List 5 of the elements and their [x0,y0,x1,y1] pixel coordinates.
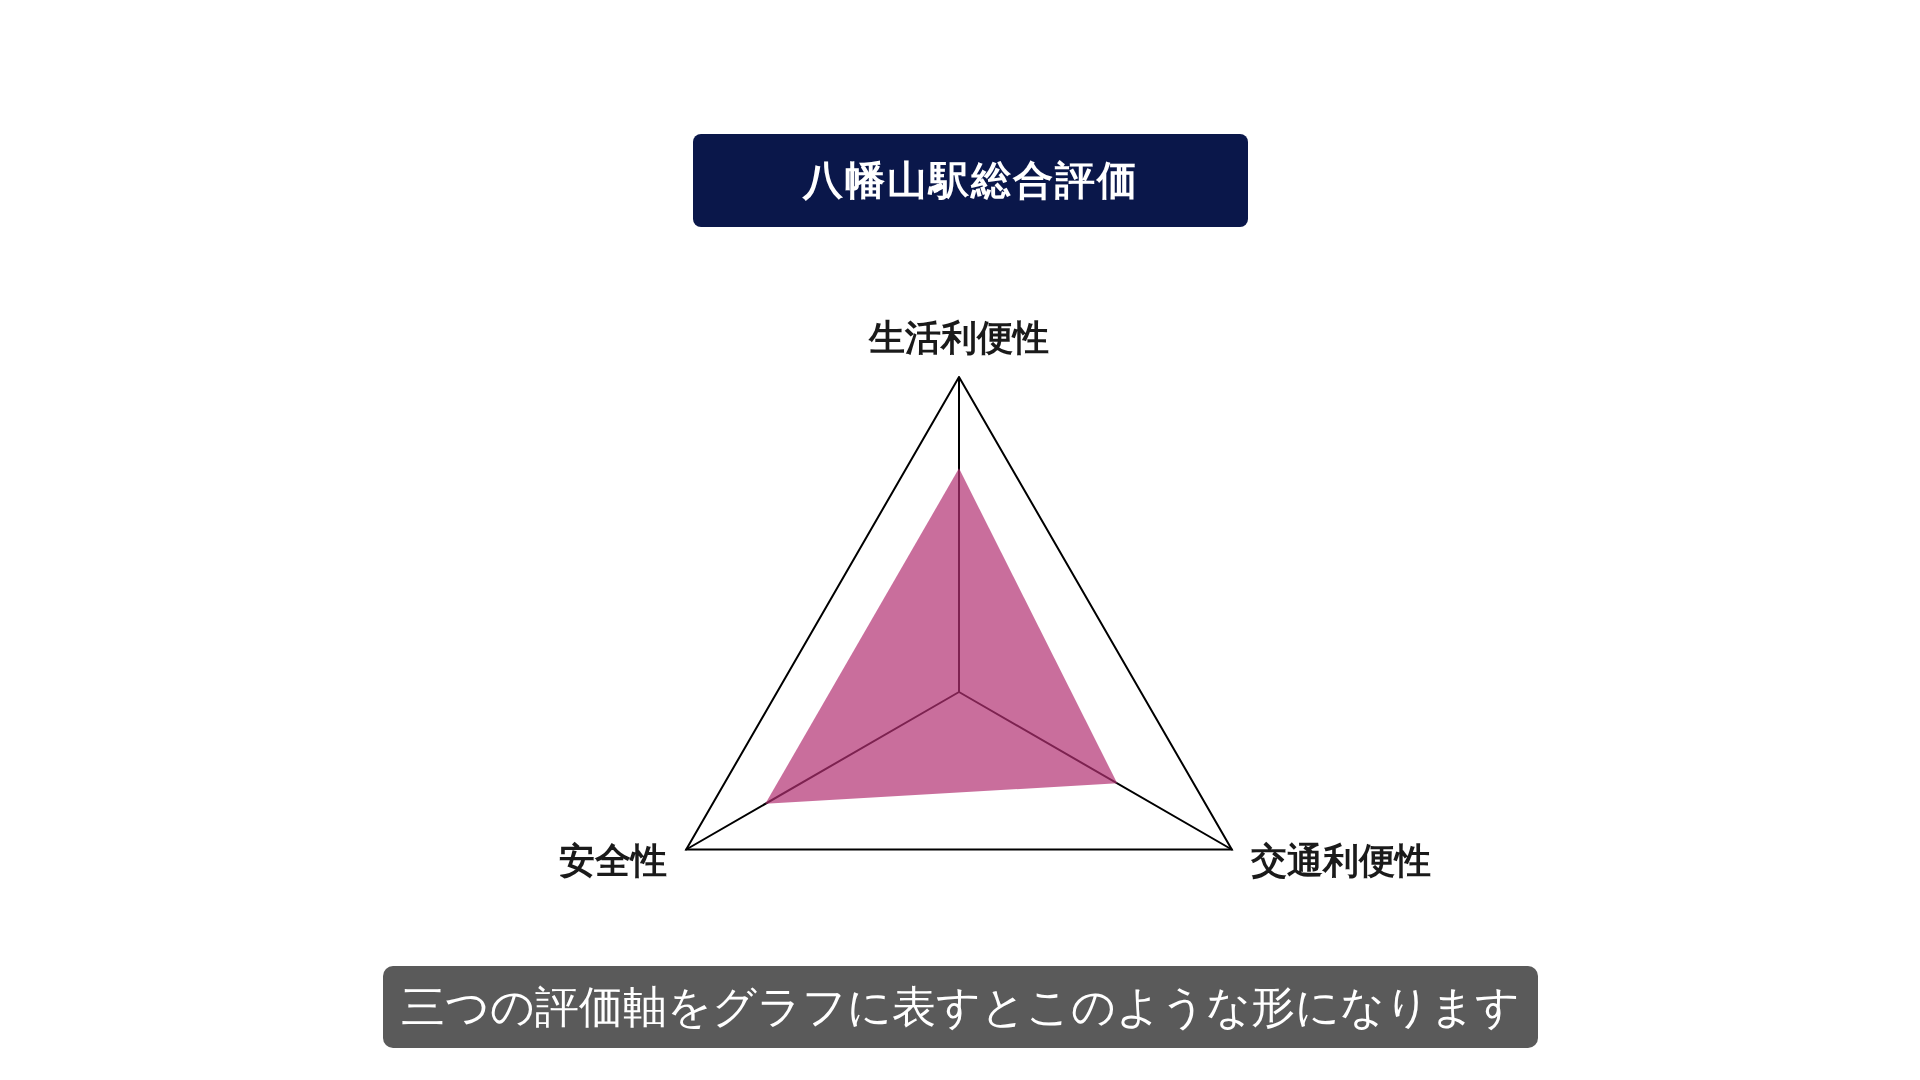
spoke-label: 安全性 [559,840,668,881]
chart-title: 八幡山駅総合評価 [802,156,1139,205]
spoke-label: 生活利便性 [868,316,1049,358]
spoke-label: 交通利便性 [1249,840,1431,881]
text: 三つの評価軸をグラフに表すとこのような形になります [400,981,1520,1032]
